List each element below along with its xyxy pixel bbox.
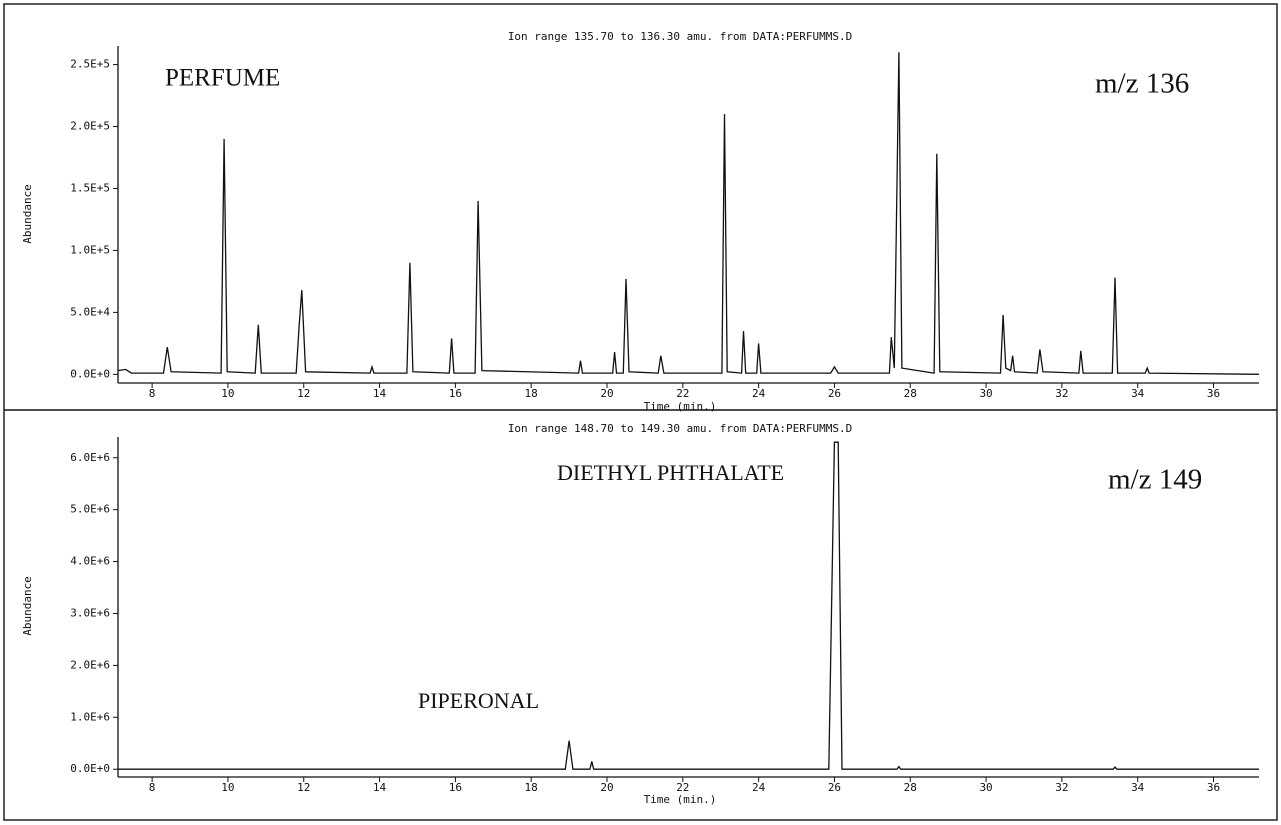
- trace: [118, 441, 1259, 770]
- x-tick-label: 12: [297, 387, 310, 400]
- y-tick-label: 2.5E+5: [70, 58, 110, 71]
- x-tick-label: 32: [1055, 781, 1068, 794]
- x-tick-label: 22: [676, 781, 689, 794]
- x-tick-label: 36: [1207, 781, 1220, 794]
- y-tick-label: 4.0E+6: [70, 555, 110, 568]
- x-tick-label: 28: [904, 781, 917, 794]
- x-tick-label: 14: [373, 781, 387, 794]
- y-tick-label: 1.0E+5: [70, 243, 110, 256]
- x-tick-label: 18: [525, 781, 538, 794]
- y-tick-label: 0.0E+0: [70, 367, 110, 380]
- annotation: m/z 136: [1095, 68, 1189, 100]
- x-axis-label: Time (min.): [644, 400, 717, 413]
- y-tick-label: 0.0E+0: [70, 762, 110, 775]
- x-tick-label: 10: [221, 781, 234, 794]
- x-tick-label: 30: [979, 387, 992, 400]
- chart-title: Ion range 135.70 to 136.30 amu. from DAT…: [508, 30, 852, 43]
- annotation: m/z 149: [1108, 464, 1202, 496]
- x-tick-label: 34: [1131, 387, 1145, 400]
- x-tick-label: 20: [600, 387, 613, 400]
- y-tick-label: 2.0E+6: [70, 658, 110, 671]
- x-tick-label: 16: [449, 781, 462, 794]
- x-tick-label: 10: [221, 387, 234, 400]
- x-tick-label: 20: [600, 781, 613, 794]
- y-tick-label: 1.0E+6: [70, 710, 110, 723]
- annotation: PIPERONAL: [418, 688, 539, 713]
- y-tick-label: 5.0E+6: [70, 503, 110, 516]
- x-tick-label: 30: [979, 781, 992, 794]
- x-tick-label: 22: [676, 387, 689, 400]
- y-tick-label: 5.0E+4: [70, 305, 110, 318]
- y-axis-label: Abundance: [21, 184, 34, 244]
- y-tick-label: 3.0E+6: [70, 606, 110, 619]
- x-tick-label: 12: [297, 781, 310, 794]
- x-tick-label: 8: [149, 387, 156, 400]
- y-axis-label: Abundance: [21, 576, 34, 636]
- x-tick-label: 34: [1131, 781, 1145, 794]
- chart-title: Ion range 148.70 to 149.30 amu. from DAT…: [508, 422, 852, 435]
- x-tick-label: 24: [752, 387, 766, 400]
- x-tick-label: 16: [449, 387, 462, 400]
- x-tick-label: 36: [1207, 387, 1220, 400]
- x-tick-label: 24: [752, 781, 766, 794]
- y-tick-label: 2.0E+5: [70, 120, 110, 133]
- y-tick-label: 6.0E+6: [70, 451, 110, 464]
- annotation: DIETHYL PHTHALATE: [557, 460, 784, 485]
- x-tick-label: 8: [149, 781, 156, 794]
- x-tick-label: 28: [904, 387, 917, 400]
- border: [3, 3, 1278, 821]
- x-tick-label: 14: [373, 387, 387, 400]
- y-tick-label: 1.5E+5: [70, 181, 110, 194]
- x-tick-label: 18: [525, 387, 538, 400]
- x-tick-label: 26: [828, 781, 841, 794]
- x-tick-label: 32: [1055, 387, 1068, 400]
- trace: [117, 52, 1260, 375]
- x-tick-label: 26: [828, 387, 841, 400]
- x-axis-label: Time (min.): [644, 793, 717, 806]
- annotation: PERFUME: [165, 65, 280, 92]
